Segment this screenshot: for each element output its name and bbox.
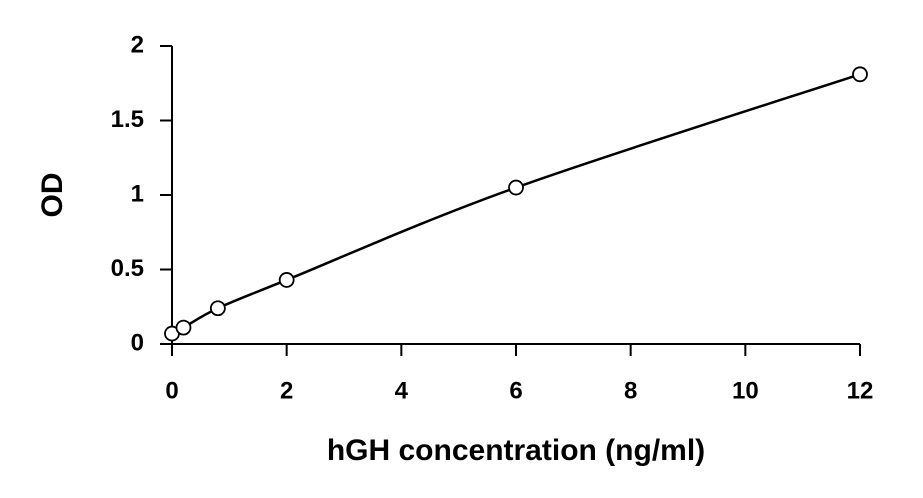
x-tick-label: 6	[509, 377, 522, 404]
data-point	[175, 319, 192, 336]
x-axis-label: hGH concentration (ng/ml)	[327, 434, 705, 467]
y-tick-label: 1	[131, 180, 144, 207]
fit-curve	[171, 73, 861, 335]
y-tick-label: 1.5	[111, 106, 144, 133]
x-tick-label: 8	[624, 377, 637, 404]
y-tick-label: 0	[131, 329, 144, 356]
x-tick-label: 10	[732, 377, 759, 404]
x-tick-label: 2	[280, 377, 293, 404]
x-tick-label: 12	[847, 377, 874, 404]
x-tick-label: 0	[165, 377, 178, 404]
data-point	[209, 300, 226, 317]
data-point	[278, 272, 295, 288]
data-point	[852, 66, 868, 83]
y-tick-label: 2	[131, 31, 144, 58]
x-tick-label: 4	[395, 377, 409, 404]
y-axis-label: OD	[36, 173, 69, 218]
y-tick-label: 0.5	[111, 255, 144, 282]
data-point	[508, 179, 524, 196]
